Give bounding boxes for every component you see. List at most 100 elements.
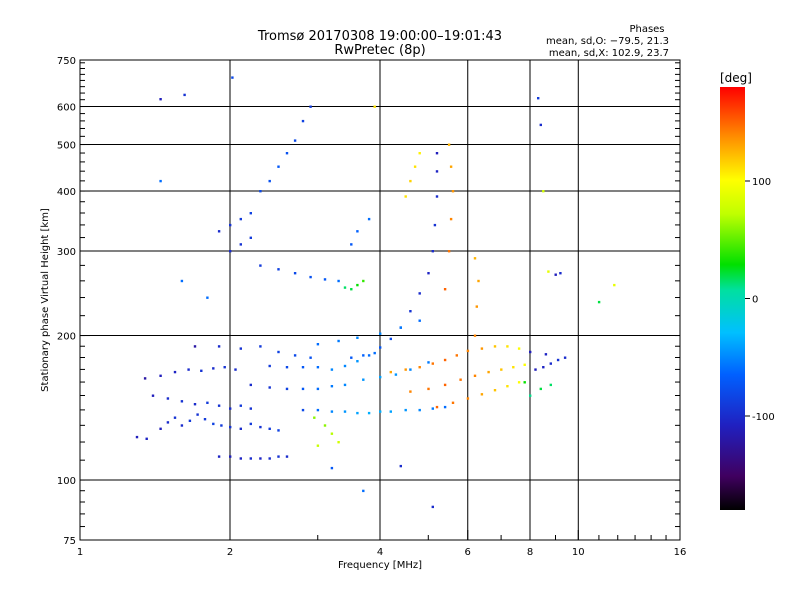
data-point [268, 386, 271, 389]
data-point [493, 345, 497, 348]
data-point [394, 373, 398, 376]
data-point [362, 279, 365, 283]
data-point [547, 270, 550, 273]
data-point [330, 410, 334, 413]
data-point [309, 356, 312, 359]
data-point [203, 418, 207, 421]
x-tick-label: 16 [674, 547, 687, 558]
data-point [506, 345, 509, 348]
data-point [159, 98, 162, 101]
data-point [435, 405, 439, 409]
data-point [343, 286, 347, 289]
data-point [293, 354, 297, 357]
data-point [356, 360, 359, 363]
data-point [200, 369, 203, 372]
data-point [151, 394, 155, 397]
data-point [534, 368, 537, 371]
data-point [323, 424, 327, 427]
data-point [188, 419, 192, 422]
data-point [413, 165, 417, 168]
data-point [451, 401, 455, 404]
data-point [231, 76, 234, 79]
data-point [477, 279, 480, 283]
data-point [173, 370, 177, 374]
data-point [277, 350, 280, 354]
x-axis-label: Frequency [MHz] [338, 560, 422, 571]
data-point [435, 195, 439, 198]
y-tick-label: 600 [57, 103, 76, 114]
data-point [480, 393, 484, 396]
data-point [356, 336, 359, 339]
data-point [473, 334, 477, 337]
colorbar-unit: [deg] [720, 71, 752, 85]
data-point [316, 343, 320, 346]
data-point [409, 390, 412, 393]
data-point [239, 347, 242, 350]
x-tick-label: 1 [77, 547, 83, 558]
data-point [549, 383, 552, 387]
data-point [493, 389, 497, 392]
data-point [449, 217, 453, 221]
data-point [404, 368, 407, 371]
data-point [443, 358, 447, 362]
data-point [316, 387, 320, 391]
data-point [193, 345, 197, 348]
stats-x-line: mean, sd,X: 102.9, 23.7 [549, 48, 669, 59]
data-point [277, 429, 280, 432]
data-point [343, 410, 347, 413]
data-point [404, 408, 407, 412]
data-point [435, 170, 439, 173]
y-tick-label: 750 [57, 56, 76, 67]
data-point [309, 105, 312, 108]
data-point [418, 152, 421, 155]
data-point [563, 356, 567, 359]
data-point [217, 404, 221, 407]
data-point [367, 354, 371, 357]
data-point [356, 411, 359, 415]
data-point [544, 353, 548, 356]
data-point [418, 408, 421, 412]
data-point [196, 413, 199, 416]
data-point [409, 368, 412, 371]
data-point [229, 455, 232, 458]
data-point [277, 455, 280, 458]
data-point [362, 354, 365, 357]
data-point [143, 377, 147, 380]
data-point [193, 403, 197, 406]
x-tick-label: 2 [227, 547, 233, 558]
colorbar: [deg] 100 0 -100 [720, 71, 775, 510]
chart-subtitle: RwPretec (8p) [334, 43, 425, 58]
data-point [427, 387, 430, 391]
data-point [451, 190, 455, 193]
data-point [480, 347, 484, 350]
data-point [316, 408, 320, 412]
data-point [473, 374, 477, 377]
data-point [180, 279, 184, 283]
stats-o-line: mean, sd,O: −79.5, 21.3 [546, 36, 669, 47]
data-point [350, 288, 353, 291]
data-point [223, 366, 226, 369]
data-point [379, 410, 382, 413]
y-tick-label: 75 [63, 536, 76, 547]
data-point [537, 97, 540, 100]
data-point [367, 411, 371, 415]
y-axis-ticks: 75 100 200 300 400 500 600 750 [57, 56, 680, 547]
data-point [447, 143, 451, 146]
data-point [159, 427, 162, 430]
data-point [285, 366, 289, 369]
data-point [212, 422, 215, 426]
data-point [427, 361, 430, 364]
data-point [159, 374, 162, 377]
data-point [217, 230, 221, 233]
data-point [337, 339, 340, 343]
data-point [447, 250, 451, 253]
data-point [433, 223, 437, 227]
data-point [512, 366, 515, 369]
data-point [285, 387, 289, 391]
data-point [249, 236, 252, 239]
data-point [217, 345, 221, 348]
data-point [229, 223, 232, 227]
data-points [135, 76, 616, 509]
data-point [427, 272, 430, 275]
